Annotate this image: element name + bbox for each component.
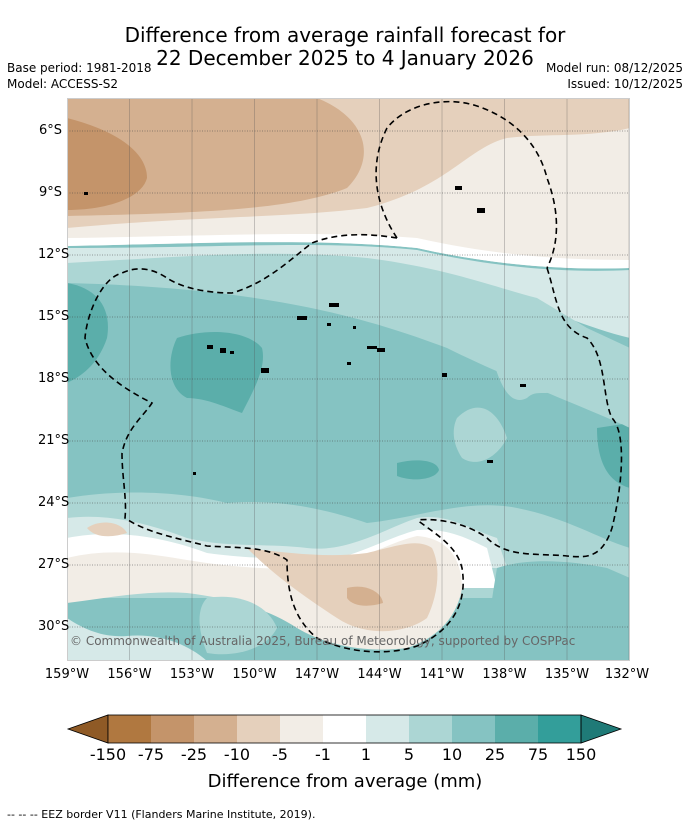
- colorbar-swatch: [237, 715, 280, 743]
- lat-label: 24°S: [38, 495, 70, 510]
- colorbar-label: -10: [223, 745, 251, 764]
- rainfall-map: [67, 98, 630, 661]
- lon-label: 138°W: [482, 667, 527, 682]
- eez-border-west: [84, 233, 464, 653]
- copyright-text: © Commonwealth of Australia 2025, Bureau…: [70, 634, 576, 648]
- eez-border-east: [416, 267, 623, 558]
- contour-near-average-north: [67, 233, 630, 269]
- colorbar-swatch: [452, 715, 495, 743]
- lon-label: 135°W: [544, 667, 590, 682]
- title-line-2: 22 December 2025 to 4 January 2026: [156, 46, 534, 70]
- contour-dry-very-strong: [67, 118, 147, 210]
- map-frame: [67, 98, 630, 661]
- colorbar-title: Difference from average (mm): [207, 771, 483, 792]
- model-name: Model: ACCESS-S2: [7, 77, 119, 91]
- lon-label: 141°W: [419, 667, 465, 682]
- lat-label: 21°S: [38, 433, 70, 448]
- colorbar-swatch: [151, 715, 194, 743]
- lon-label: 156°W: [107, 667, 152, 682]
- contour-wet-southeast: [487, 561, 630, 661]
- colorbar-label: 10: [441, 745, 463, 764]
- islands: [84, 186, 526, 475]
- colorbar-label: 1: [360, 745, 372, 764]
- lon-label: 132°W: [604, 667, 650, 682]
- lon-label: 150°W: [232, 667, 277, 682]
- lat-label: 15°S: [38, 309, 70, 324]
- colorbar-swatch: [538, 715, 581, 743]
- contour-wet-moderate-east: [487, 318, 630, 428]
- lat-label: 12°S: [38, 247, 70, 262]
- contour-dry-patch-southwest: [87, 522, 127, 537]
- lon-label: 147°W: [294, 667, 340, 682]
- colorbar-extend-low: [66, 714, 109, 744]
- colorbar-swatch: [409, 715, 452, 743]
- colorbar-outline: [107, 714, 582, 744]
- model-run: Model run: 08/12/2025: [545, 61, 683, 75]
- colorbar-swatch: [495, 715, 538, 743]
- eez-border-north: [375, 100, 558, 269]
- contour-dry-strong-south: [347, 586, 383, 606]
- chart-title: Difference from average rainfall forecas…: [0, 24, 690, 70]
- colorbar-label: 75: [527, 745, 549, 764]
- lon-label: 159°W: [44, 667, 90, 682]
- colorbar-swatch: [194, 715, 237, 743]
- colorbar: [66, 714, 623, 744]
- contour-wet-patch-south: [199, 596, 277, 655]
- lat-label: 30°S: [38, 619, 70, 634]
- colorbar-swatch: [280, 715, 323, 743]
- lon-label: 144°W: [357, 667, 402, 682]
- lat-label: 6°S: [38, 123, 62, 138]
- title-line-1: Difference from average rainfall forecas…: [124, 23, 566, 47]
- contour-wet-light-southwest: [67, 618, 207, 661]
- contour-wet-moderate-north: [67, 253, 630, 428]
- lat-label: 18°S: [38, 371, 70, 386]
- colorbar-label: -5: [272, 745, 288, 764]
- eez-legend: -- -- -- EEZ border V11 (Flanders Marine…: [7, 808, 316, 821]
- contour-wet-strong-central: [170, 332, 263, 413]
- colorbar-label: -1: [315, 745, 331, 764]
- contour-wet-strong-east: [397, 460, 439, 480]
- colorbar-swatch: [108, 715, 151, 743]
- colorbar-label: 150: [565, 745, 597, 764]
- colorbar-swatch: [323, 715, 366, 743]
- lat-label: 9°S: [38, 185, 62, 200]
- base-period: Base period: 1981-2018: [7, 61, 152, 75]
- contour-wet-moderate-southeast: [453, 407, 507, 462]
- colorbar-label: 25: [484, 745, 506, 764]
- meta-left: Base period: 1981-2018 Model: ACCESS-S2: [7, 60, 152, 92]
- contour-wet-strong-west: [67, 283, 108, 383]
- meta-right: Model run: 08/12/2025 Issued: 10/12/2025: [546, 60, 683, 92]
- lat-label: 27°S: [38, 557, 70, 572]
- colorbar-label: 5: [403, 745, 415, 764]
- colorbar-label: -25: [180, 745, 208, 764]
- issued-date: Issued: 10/12/2025: [567, 77, 683, 91]
- lon-label: 153°W: [169, 667, 215, 682]
- contour-wet-light-north: [67, 244, 630, 338]
- colorbar-swatch: [366, 715, 409, 743]
- colorbar-label: -75: [137, 745, 165, 764]
- colorbar-label: -150: [89, 745, 127, 764]
- colorbar-extend-high: [580, 714, 623, 744]
